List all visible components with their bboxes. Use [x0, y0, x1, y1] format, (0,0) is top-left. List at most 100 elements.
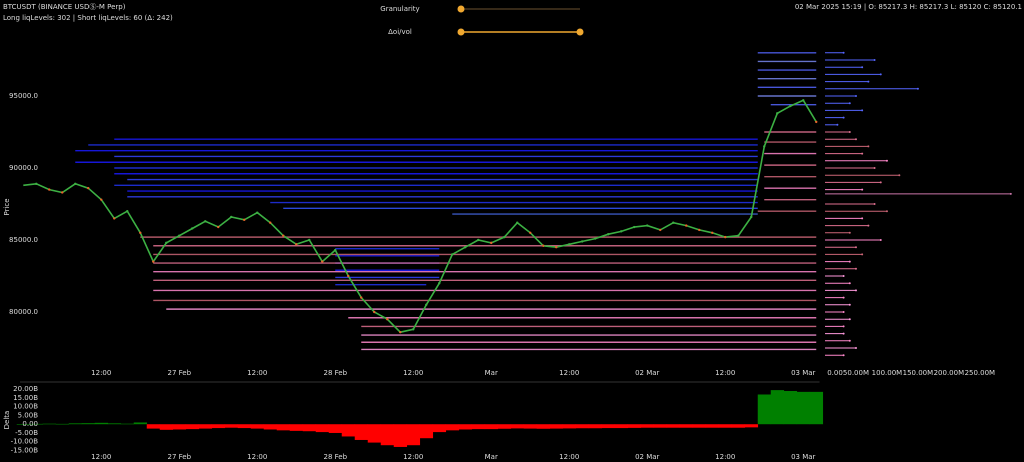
liq-size-dot [848, 339, 851, 342]
candle-dot [360, 296, 363, 299]
liq-size-dot [885, 159, 888, 162]
x-tick-label: 12:00 [559, 369, 579, 377]
delta-bar [562, 424, 577, 429]
y-tick-label: 0.00 [22, 420, 38, 428]
liq-size-dot [861, 66, 864, 69]
candle-dot [516, 221, 519, 224]
x-tick-label: 03 Mar [791, 453, 815, 461]
delta-bar [68, 423, 83, 425]
delta-bar [796, 391, 811, 425]
x-tick-label: 02 Mar [635, 369, 659, 377]
x-tick-label: 03 Mar [791, 369, 815, 377]
candle-dot [308, 238, 311, 242]
delta-bar [133, 422, 148, 425]
candle-dot [321, 260, 324, 263]
liq-size-dot [854, 246, 857, 249]
liq-size-dot [848, 131, 851, 133]
candle-dot [61, 191, 64, 194]
delta-bar [341, 424, 356, 437]
candle-dot [438, 282, 441, 285]
delta-bar [497, 424, 512, 429]
candle-dot [763, 145, 766, 148]
liq-size-dot [854, 347, 857, 349]
x-tick-label: 12:00 [91, 369, 111, 377]
candle-dot [776, 112, 779, 115]
delta-bar [315, 424, 330, 433]
slider-handle[interactable] [457, 5, 465, 13]
delta-bar [627, 424, 642, 428]
delta-bar [679, 424, 694, 428]
x-tick-label: 12:00 [403, 369, 423, 377]
liq-size-dot [842, 332, 845, 335]
slider-handle[interactable] [457, 28, 465, 36]
y-tick-label: 15.00B [13, 394, 38, 402]
candle-dot [607, 233, 610, 236]
x-tick-label: 100.00M [872, 369, 903, 377]
candle-dot [555, 246, 558, 249]
candle-dot [568, 243, 571, 246]
candle-dot [412, 328, 415, 331]
candle-dot [698, 228, 701, 232]
x-tick-label: 0.00 [827, 369, 843, 377]
candle-dot [646, 224, 649, 227]
delta-bar [237, 424, 252, 429]
delta-bar [783, 390, 798, 425]
candle-dot [35, 182, 38, 186]
y-tick-label: 20.00B [13, 385, 38, 393]
candle-dot [581, 240, 584, 243]
delta-bar [588, 424, 603, 429]
candle-dot [503, 235, 506, 239]
delta-bar [393, 424, 408, 447]
x-tick-label: Mar [485, 453, 498, 461]
candle-dot [178, 234, 181, 237]
delta-bar [276, 424, 291, 431]
candle-dot [126, 210, 129, 213]
y-tick-label: -15.00B [11, 446, 39, 454]
x-tick-label: 27 Feb [167, 453, 191, 461]
candle-dot [74, 182, 77, 186]
candle-dot [204, 220, 207, 223]
candle-dot [750, 215, 753, 219]
delta-bar [419, 424, 434, 439]
x-tick-label: 27 Feb [167, 369, 191, 377]
liq-size-dot [873, 167, 876, 169]
candle-dot [451, 253, 454, 256]
candle-dot [815, 120, 818, 124]
liq-size-dot [854, 289, 857, 292]
liq-size-dot [898, 174, 901, 177]
delta-bar [471, 424, 486, 430]
x-tick-label: 12:00 [91, 453, 111, 461]
liq-size-dot [848, 303, 851, 306]
x-tick-label: 12:00 [715, 453, 735, 461]
liq-size-dot [842, 275, 845, 277]
candle-dot [659, 228, 662, 232]
slider-handle[interactable] [576, 28, 584, 36]
x-tick-label: 200.00M [934, 369, 965, 377]
liq-size-dot [885, 210, 888, 213]
candle-dot [594, 237, 597, 240]
liq-size-dot [848, 231, 851, 234]
x-tick-label: 150.00M [903, 369, 934, 377]
liq-size-dot [867, 80, 870, 83]
delta-bar [289, 424, 304, 431]
x-tick-label: 250.00M [965, 369, 996, 377]
delta-bar [705, 424, 720, 428]
delta-bar [302, 424, 317, 432]
liq-size-dot [842, 51, 845, 54]
liq-size-dot [842, 354, 845, 357]
levels-info: Long liqLevels: 302 | Short liqLevels: 6… [3, 14, 173, 22]
candle-dot [529, 231, 532, 234]
delta-bar [510, 424, 525, 429]
candle-dot [269, 221, 272, 224]
delta-bar [198, 424, 213, 429]
x-tick-label: 02 Mar [635, 453, 659, 461]
candle-dot [399, 330, 402, 334]
candle-dot [464, 246, 467, 249]
y-tick-label: 5.00B [18, 411, 39, 419]
symbol: BTCUSDT (BINANCE USDⓈ-M Perp) [3, 3, 126, 11]
candle-dot [100, 198, 103, 201]
x-tick-label: 28 Feb [323, 369, 347, 377]
